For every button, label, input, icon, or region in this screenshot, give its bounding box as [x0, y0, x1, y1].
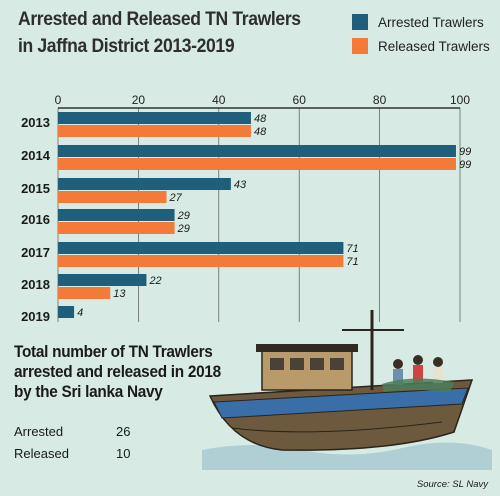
bar-arrested-2018 [58, 274, 147, 286]
data-label-released-2016: 29 [177, 223, 190, 235]
data-label-released-2013: 48 [254, 126, 267, 138]
category-label-2016: 2016 [21, 212, 50, 227]
source-note: Source: SL Navy [416, 479, 488, 490]
data-label-arrested-2017: 71 [346, 243, 358, 255]
legend-item-released: Released Trawlers [352, 34, 490, 58]
data-label-arrested-2014: 99 [459, 146, 471, 158]
stat-label-arrested: Arrested [14, 423, 64, 439]
summary-stats: Arrested 26 Released 10 [14, 420, 130, 464]
bar-released-2013 [58, 125, 251, 137]
data-label-arrested-2015: 43 [234, 179, 247, 191]
x-tick-label-100: 100 [450, 93, 470, 107]
data-label-arrested-2016: 29 [177, 210, 190, 222]
bar-released-2016 [58, 222, 175, 234]
x-tick-label-60: 60 [293, 93, 307, 107]
bar-released-2018 [58, 287, 111, 299]
bar-released-2017 [58, 255, 344, 267]
bar-arrested-2013 [58, 112, 251, 124]
data-label-released-2014: 99 [459, 159, 471, 171]
summary-heading: Total number of TN Trawlers arrested and… [14, 343, 221, 401]
chart-title: Arrested and Released TN Trawlers in Jaf… [18, 6, 306, 60]
boat-illustration [202, 310, 492, 470]
category-label-2015: 2015 [21, 181, 50, 196]
data-label-arrested-2018: 22 [148, 275, 161, 287]
legend-label-released: Released Trawlers [378, 38, 490, 54]
data-label-released-2017: 71 [346, 256, 358, 268]
legend: Arrested Trawlers Released Trawlers [352, 10, 490, 58]
stat-row-arrested: Arrested 26 [14, 420, 130, 442]
stat-label-released: Released [14, 445, 69, 461]
bar-released-2014 [58, 158, 456, 170]
category-label-2019: 2019 [21, 309, 50, 324]
data-label-released-2018: 13 [113, 288, 126, 300]
bar-arrested-2014 [58, 145, 456, 157]
x-tick-label-40: 40 [212, 93, 226, 107]
bar-arrested-2016 [58, 209, 175, 221]
category-label-2018: 2018 [21, 277, 50, 292]
data-label-arrested-2013: 48 [254, 113, 267, 125]
stat-value-arrested: 26 [116, 423, 131, 439]
category-label-2013: 2013 [21, 115, 50, 130]
title-line-1: Arrested and Released TN Trawlers [18, 8, 301, 30]
legend-swatch-released [352, 38, 368, 54]
legend-item-arrested: Arrested Trawlers [352, 10, 490, 34]
bar-arrested-2015 [58, 178, 231, 190]
data-label-arrested-2019: 4 [77, 307, 83, 319]
x-tick-label-20: 20 [132, 93, 146, 107]
x-tick-label-80: 80 [373, 93, 387, 107]
category-label-2017: 2017 [21, 245, 50, 260]
bar-arrested-2019 [58, 306, 75, 318]
category-label-2014: 2014 [21, 148, 51, 163]
legend-label-arrested: Arrested Trawlers [378, 14, 484, 30]
bar-released-2015 [58, 191, 167, 203]
stat-value-released: 10 [116, 445, 131, 461]
data-label-released-2015: 27 [169, 192, 183, 204]
legend-swatch-arrested [352, 14, 368, 30]
stat-row-released: Released 10 [14, 442, 130, 464]
bar-arrested-2017 [58, 242, 344, 254]
title-line-2: in Jaffna District 2013-2019 [18, 35, 235, 57]
x-tick-label-0: 0 [55, 93, 62, 107]
